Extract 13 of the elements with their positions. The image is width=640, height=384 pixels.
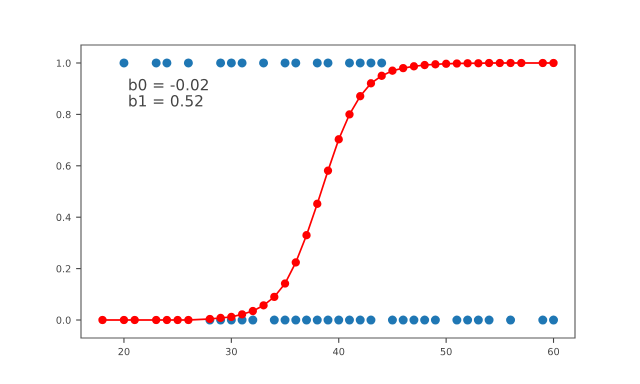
- y-tick-label: 0.6: [56, 162, 71, 170]
- x-tick-label: 30: [226, 348, 237, 356]
- annotation: b1 = 0.52: [129, 94, 202, 107]
- y-tick-label: 1.0: [56, 59, 71, 67]
- y-tick-label: 0.8: [56, 110, 71, 118]
- y-tick-label: 0.2: [56, 265, 70, 272]
- y-tick-label: 0.4: [56, 214, 71, 222]
- annotation: b0 = -0.02: [129, 78, 208, 90]
- y-tick-label: 0.0: [56, 316, 71, 324]
- x-tick-label: 60: [548, 348, 560, 356]
- x-tick-label: 50: [440, 348, 452, 356]
- x-tick-label: 40: [333, 348, 344, 356]
- x-tick-label: 20: [118, 348, 130, 356]
